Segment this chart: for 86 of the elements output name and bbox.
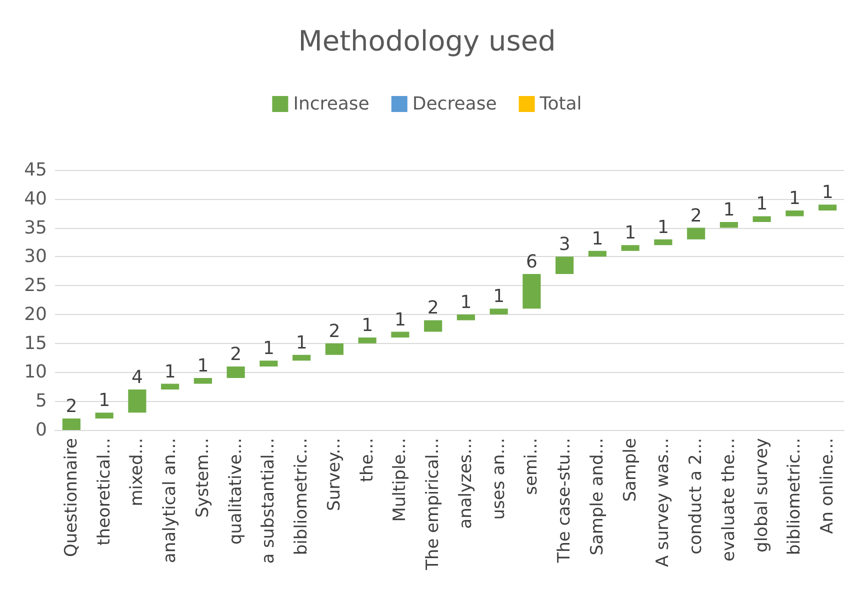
bar bbox=[95, 412, 114, 418]
data-label: 2 bbox=[690, 205, 702, 226]
y-tick-label: 40 bbox=[24, 188, 47, 210]
data-label: 1 bbox=[460, 292, 472, 313]
data-label: 1 bbox=[98, 390, 110, 412]
x-tick-label: theoretical... bbox=[94, 438, 114, 546]
data-label: 1 bbox=[592, 228, 604, 250]
x-tick-label: a substantial... bbox=[258, 438, 279, 564]
data-label: 6 bbox=[526, 252, 538, 272]
x-tick-label: analyzes... bbox=[456, 438, 476, 529]
x-tick-label: global survey bbox=[752, 438, 772, 552]
x-tick-label: The case-stu... bbox=[554, 438, 575, 564]
data-label: 1 bbox=[788, 188, 800, 209]
y-tick-label: 20 bbox=[24, 304, 47, 325]
data-label: 2 bbox=[66, 396, 78, 417]
data-label: 1 bbox=[493, 286, 505, 308]
bar bbox=[818, 204, 837, 210]
bar bbox=[260, 360, 278, 366]
x-tick-label: evaluate the... bbox=[718, 438, 739, 562]
data-label: 1 bbox=[822, 182, 834, 204]
x-tick-label: the... bbox=[357, 438, 378, 482]
x-tick-label: semi... bbox=[522, 438, 542, 495]
bar bbox=[292, 354, 311, 361]
y-tick-label: 25 bbox=[24, 275, 47, 296]
x-tick-label: analytical an... bbox=[160, 438, 180, 564]
y-tick-label: 35 bbox=[24, 217, 47, 238]
data-label: 1 bbox=[362, 315, 374, 336]
bar bbox=[588, 250, 606, 257]
chart-title: Methodology used bbox=[298, 24, 556, 58]
x-tick-label: Multiple... bbox=[390, 438, 410, 522]
y-tick-label: 0 bbox=[36, 420, 47, 440]
legend-label: Total bbox=[538, 94, 582, 114]
bar bbox=[522, 274, 541, 309]
x-tick-label: Questionnaire bbox=[61, 438, 82, 558]
data-label: 4 bbox=[131, 367, 143, 388]
data-label: 1 bbox=[197, 356, 209, 376]
legend-label: Increase bbox=[293, 94, 370, 114]
data-label: 2 bbox=[328, 320, 340, 342]
x-tick-label: Survey... bbox=[324, 438, 344, 511]
bar bbox=[556, 256, 574, 274]
x-tick-label: System... bbox=[192, 438, 213, 518]
bar bbox=[687, 228, 706, 240]
y-tick-label: 10 bbox=[24, 362, 47, 383]
x-tick-label: qualitative... bbox=[226, 438, 246, 545]
y-tick-label: 5 bbox=[36, 390, 47, 412]
x-tick-label: uses an... bbox=[488, 438, 509, 520]
y-tick-label: 15 bbox=[24, 332, 47, 354]
bar bbox=[621, 245, 640, 251]
x-tick-label: mixed... bbox=[127, 438, 148, 506]
bar bbox=[654, 239, 672, 246]
x-tick-label: An online... bbox=[818, 438, 838, 534]
x-tick-label: conduct a 2... bbox=[686, 438, 706, 554]
data-label: 1 bbox=[164, 361, 176, 382]
legend-label: Decrease bbox=[412, 94, 497, 114]
bar bbox=[194, 378, 212, 384]
bar bbox=[786, 210, 804, 216]
bar bbox=[490, 308, 508, 314]
bar bbox=[62, 418, 80, 430]
bar bbox=[128, 390, 146, 413]
bar bbox=[456, 314, 475, 320]
x-tick-label: Sample bbox=[620, 438, 640, 502]
data-label: 2 bbox=[427, 298, 439, 319]
y-tick-label: 45 bbox=[24, 160, 47, 180]
data-label: 1 bbox=[624, 222, 636, 244]
data-label: 1 bbox=[296, 332, 308, 354]
y-tick-label: 30 bbox=[24, 246, 47, 268]
bar bbox=[226, 366, 245, 378]
x-tick-label: The empirical... bbox=[423, 438, 444, 571]
bar bbox=[325, 343, 344, 355]
bar bbox=[391, 332, 410, 338]
data-label: 1 bbox=[657, 216, 669, 238]
x-tick-label: Sample and... bbox=[587, 438, 608, 556]
x-tick-label: A survey was... bbox=[653, 438, 674, 568]
data-label: 1 bbox=[756, 194, 768, 215]
data-label: 3 bbox=[558, 234, 570, 256]
bar bbox=[161, 384, 180, 390]
data-label: 2 bbox=[230, 344, 242, 365]
bar bbox=[358, 338, 376, 344]
data-label: 1 bbox=[394, 309, 406, 330]
data-label: 1 bbox=[723, 200, 735, 220]
bar bbox=[752, 216, 771, 222]
x-tick-label: bibliometric... bbox=[292, 438, 312, 556]
bar bbox=[720, 222, 738, 228]
data-label: 1 bbox=[262, 338, 274, 360]
bar bbox=[424, 320, 442, 332]
x-tick-label: bibliometric... bbox=[784, 438, 805, 556]
